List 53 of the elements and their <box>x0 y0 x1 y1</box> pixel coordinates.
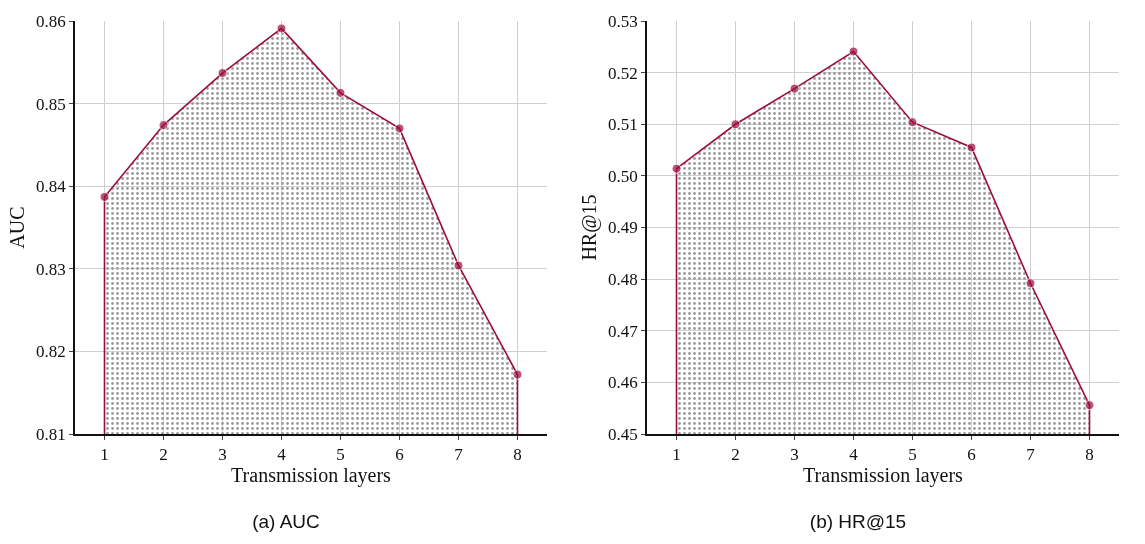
point <box>512 369 523 380</box>
y-axis-title: AUC <box>6 206 29 249</box>
x-tick-label: 6 <box>395 445 404 465</box>
y-tick-label: 0.84 <box>36 177 67 197</box>
y-tick-label: 0.46 <box>608 373 638 393</box>
x-tick-label: 4 <box>277 445 287 465</box>
y-tick-label: 0.83 <box>36 259 66 279</box>
x-tick-label: 7 <box>1026 445 1036 465</box>
point <box>276 23 287 34</box>
y-tick-label: 0.45 <box>608 424 638 444</box>
x-tick-label: 5 <box>336 445 345 465</box>
text: (b) HR@15 <box>809 510 907 532</box>
x-axis-title: Transmission layers <box>231 464 392 488</box>
point <box>671 163 682 174</box>
point <box>848 46 859 57</box>
y-tick-label: 0.85 <box>36 94 66 114</box>
y-tick-label: 0.49 <box>608 218 638 238</box>
y-tick-label: 0.48 <box>608 270 638 290</box>
point <box>966 142 977 153</box>
x-tick-label: 8 <box>513 445 522 465</box>
point <box>907 117 918 128</box>
x-tick-label: 4 <box>849 445 859 465</box>
x-tick-label: 8 <box>1085 445 1094 465</box>
point <box>335 87 346 98</box>
text: (a) AUC <box>252 510 320 532</box>
x-tick-label: 5 <box>908 445 917 465</box>
x-tick-label: 3 <box>790 445 799 465</box>
y-tick-label: 0.53 <box>608 11 638 31</box>
y-tick-label: 0.86 <box>36 11 66 31</box>
point <box>1084 400 1095 411</box>
x-tick-label: 3 <box>218 445 227 465</box>
point <box>158 120 169 131</box>
x-tick-label: 2 <box>731 445 740 465</box>
y-tick-label: 0.81 <box>36 424 66 444</box>
x-tick-label: 1 <box>100 445 109 465</box>
y-tick-label: 0.47 <box>608 321 639 341</box>
point <box>730 119 741 130</box>
y-tick-label: 0.50 <box>608 166 638 186</box>
point <box>217 68 228 79</box>
x-tick-label: 7 <box>454 445 464 465</box>
point <box>789 83 800 94</box>
x-tick-label: 6 <box>967 445 976 465</box>
point <box>453 260 464 271</box>
y-axis-title: HR@15 <box>578 194 602 261</box>
point <box>99 191 110 202</box>
y-tick-label: 0.52 <box>608 63 638 83</box>
y-tick-label: 0.82 <box>36 342 66 362</box>
x-tick-label: 1 <box>672 445 681 465</box>
x-tick-label: 2 <box>159 445 168 465</box>
point <box>394 123 405 134</box>
point <box>1025 278 1036 289</box>
y-tick-label: 0.51 <box>608 115 638 135</box>
x-axis-title: Transmission layers <box>803 464 964 488</box>
